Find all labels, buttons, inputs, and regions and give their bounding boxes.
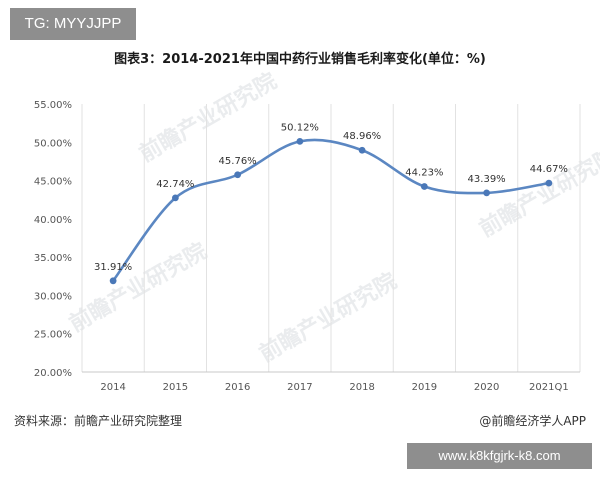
- x-tick-label: 2021Q1: [529, 382, 569, 393]
- data-label: 50.12%: [281, 122, 319, 133]
- y-tick-label: 25.00%: [34, 330, 72, 341]
- line-chart: 20.00% 25.00% 30.00% 35.00% 40.00% 45.00% 50.0…: [34, 100, 581, 393]
- data-label: 43.39%: [468, 174, 506, 185]
- y-tick-label: 35.00%: [34, 253, 72, 264]
- y-tick-label: 55.00%: [34, 100, 72, 111]
- y-tick-label: 50.00%: [34, 138, 72, 149]
- data-label: 48.96%: [343, 131, 381, 142]
- data-label: 31.91%: [94, 262, 132, 273]
- x-tick-label: 2015: [163, 382, 188, 393]
- data-point: [545, 179, 553, 187]
- data-point: [420, 183, 428, 190]
- data-point: [358, 146, 366, 154]
- x-tick-label: 2020: [474, 382, 499, 393]
- data-point: [234, 171, 242, 179]
- data-label: 44.23%: [405, 167, 443, 178]
- tag-badge: TG: MYYJJPP: [10, 8, 136, 40]
- x-tick-label: 2018: [349, 382, 374, 393]
- x-tick-label: 2019: [412, 382, 437, 393]
- y-tick-label: 40.00%: [34, 215, 72, 226]
- data-point: [171, 194, 179, 202]
- chart-title: 图表3：2014-2021年中国中药行业销售毛利率变化(单位：%): [114, 52, 486, 67]
- x-tick-label: 2014: [100, 382, 125, 393]
- data-point: [483, 189, 491, 197]
- y-tick-label: 45.00%: [34, 177, 72, 188]
- data-point: [296, 137, 304, 145]
- data-point: [109, 277, 117, 285]
- x-tick-label: 2017: [287, 382, 312, 393]
- source-note: 资料来源：前瞻产业研究院整理: [14, 414, 183, 428]
- y-tick-label: 20.00%: [34, 368, 72, 379]
- brand-note: @前瞻经济学人APP: [479, 414, 586, 428]
- data-label: 45.76%: [219, 156, 257, 167]
- url-badge: www.k8kfgjrk-k8.com: [407, 443, 592, 469]
- data-label: 44.67%: [530, 164, 568, 175]
- y-tick-label: 30.00%: [34, 291, 72, 302]
- x-tick-label: 2016: [225, 382, 250, 393]
- data-label: 42.74%: [156, 179, 194, 190]
